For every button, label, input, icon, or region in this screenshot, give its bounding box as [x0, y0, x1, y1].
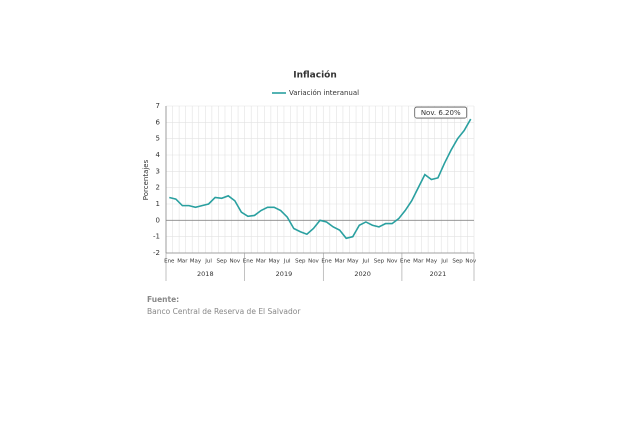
legend-label: Variación interanual [289, 89, 359, 97]
x-group-label: 2018 [197, 270, 214, 278]
y-tick-label: 1 [156, 200, 160, 208]
y-tick-label: 7 [156, 102, 160, 110]
x-tick-label: Mar [413, 259, 424, 265]
x-tick-label: Jul [283, 259, 291, 265]
y-tick-label: -2 [153, 249, 160, 257]
y-tick-label: 0 [156, 216, 160, 224]
x-tick-label: May [190, 259, 202, 265]
x-tick-label: Nov [229, 259, 240, 265]
x-tick-label: Sep [374, 259, 385, 265]
x-tick-label: Mar [256, 259, 267, 265]
x-tick-label: Mar [177, 259, 188, 265]
x-tick-label: Ene [243, 259, 254, 265]
y-tick-label: 5 [156, 135, 160, 143]
x-tick-label: Ene [164, 259, 175, 265]
x-tick-label: Nov [387, 259, 398, 265]
x-tick-label: Sep [295, 259, 306, 265]
x-tick-label: May [268, 259, 280, 265]
data-line [169, 118, 472, 240]
x-tick-label: Ene [400, 259, 411, 265]
x-tick-label: Jul [440, 259, 448, 265]
source-label: Fuente: [147, 295, 179, 304]
x-tick-label: May [347, 259, 359, 265]
x-tick-label: Nov [308, 259, 319, 265]
x-group-label: 2021 [430, 270, 447, 278]
y-tick-label: 4 [156, 151, 161, 159]
y-axis-label: Porcentajes [142, 159, 150, 200]
annotation: Nov. 6.20% [421, 109, 461, 117]
chart-title: Inflación [293, 70, 337, 81]
x-tick-label: Ene [321, 259, 332, 265]
y-tick-label: -1 [153, 233, 160, 241]
x-group-label: 2020 [354, 270, 371, 278]
y-tick-label: 2 [156, 184, 160, 192]
x-tick-label: Sep [452, 259, 463, 265]
y-tick-label: 3 [156, 167, 160, 175]
x-tick-label: Mar [334, 259, 345, 265]
annotation-box [414, 106, 468, 119]
x-group-label: 2019 [276, 270, 293, 278]
x-tick-label: Jul [362, 259, 370, 265]
x-tick-label: Jul [204, 259, 212, 265]
x-tick-label: Nov [465, 259, 476, 265]
source: Banco Central de Reserva de El Salvador [147, 307, 301, 316]
y-tick-label: 6 [156, 118, 161, 126]
x-tick-label: May [426, 259, 438, 265]
x-tick-label: Sep [217, 259, 228, 265]
